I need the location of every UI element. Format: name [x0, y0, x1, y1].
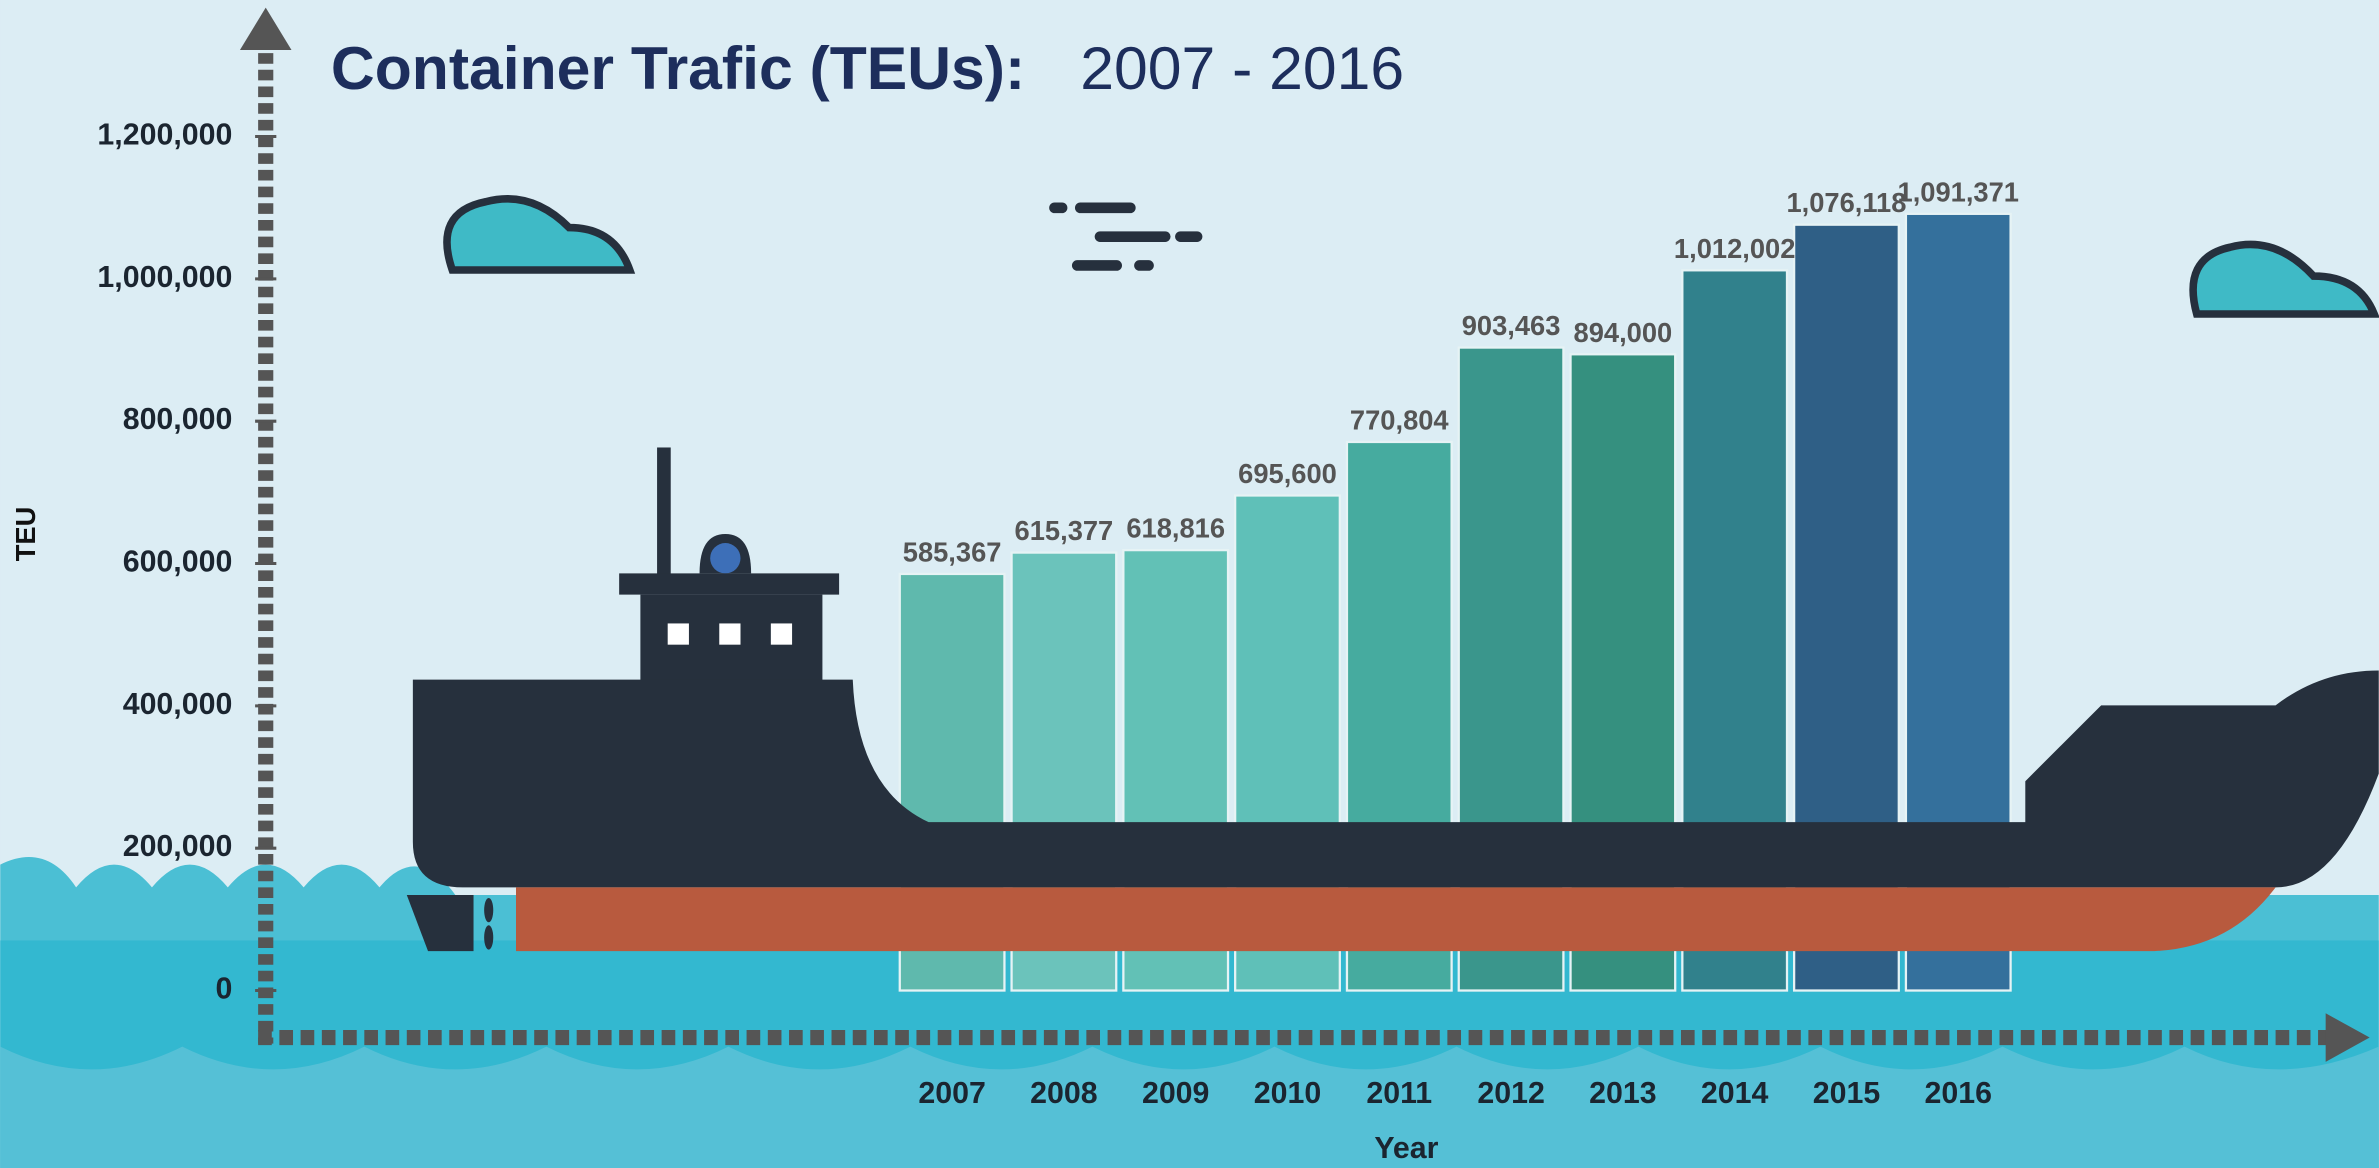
data-label: 585,367 — [903, 536, 1002, 567]
data-label: 770,804 — [1350, 404, 1449, 435]
chart-title: Container Trafic (TEUs): — [331, 34, 1025, 102]
x-tick-label: 2011 — [1366, 1077, 1432, 1110]
chart-subtitle: 2007 - 2016 — [1080, 34, 1404, 102]
y-tick-label: 1,000,000 — [97, 261, 232, 294]
data-label: 695,600 — [1238, 458, 1337, 489]
labels: 0 200,000 400,000 600,000 800,000 1,000,000 1,… — [97, 119, 2019, 1111]
cloud — [2189, 240, 2379, 318]
y-tick-label: 800,000 — [123, 403, 233, 436]
x-tick-label: 2013 — [1589, 1077, 1656, 1110]
wind — [1049, 202, 1203, 271]
x-tick-label: 2009 — [1142, 1077, 1209, 1110]
x-tick-label: 2014 — [1701, 1077, 1769, 1110]
ship — [406, 447, 2379, 952]
water-lower — [0, 1046, 2379, 1168]
x-tick-label: 2015 — [1813, 1077, 1881, 1110]
data-label: 618,816 — [1126, 513, 1225, 544]
data-label: 1,076,118 — [1786, 187, 1906, 218]
data-label: 1,012,002 — [1674, 233, 1795, 264]
y-tick-label: 0 — [215, 973, 232, 1006]
y-axis-title: TEU — [10, 507, 41, 562]
y-tick-label: 1,200,000 — [97, 119, 232, 152]
x-tick-label: 2010 — [1254, 1077, 1321, 1110]
x-axis-arrow — [2325, 1013, 2370, 1062]
x-tick-label: 2007 — [918, 1077, 985, 1110]
data-label: 1,091,371 — [1898, 176, 2019, 207]
data-label: 615,377 — [1015, 515, 1114, 546]
x-tick-label: 2012 — [1477, 1077, 1544, 1110]
y-tick-label: 400,000 — [123, 688, 233, 721]
data-label: 894,000 — [1574, 317, 1673, 348]
x-tick-label: 2016 — [1925, 1077, 1992, 1110]
cloud — [443, 195, 636, 274]
y-axis-arrow — [239, 7, 292, 51]
data-label: 903,463 — [1462, 310, 1561, 341]
y-tick-label: 600,000 — [123, 546, 233, 579]
x-axis-title: Year — [1374, 1132, 1438, 1165]
y-tick-label: 200,000 — [123, 830, 233, 863]
x-tick-label: 2008 — [1030, 1077, 1097, 1110]
